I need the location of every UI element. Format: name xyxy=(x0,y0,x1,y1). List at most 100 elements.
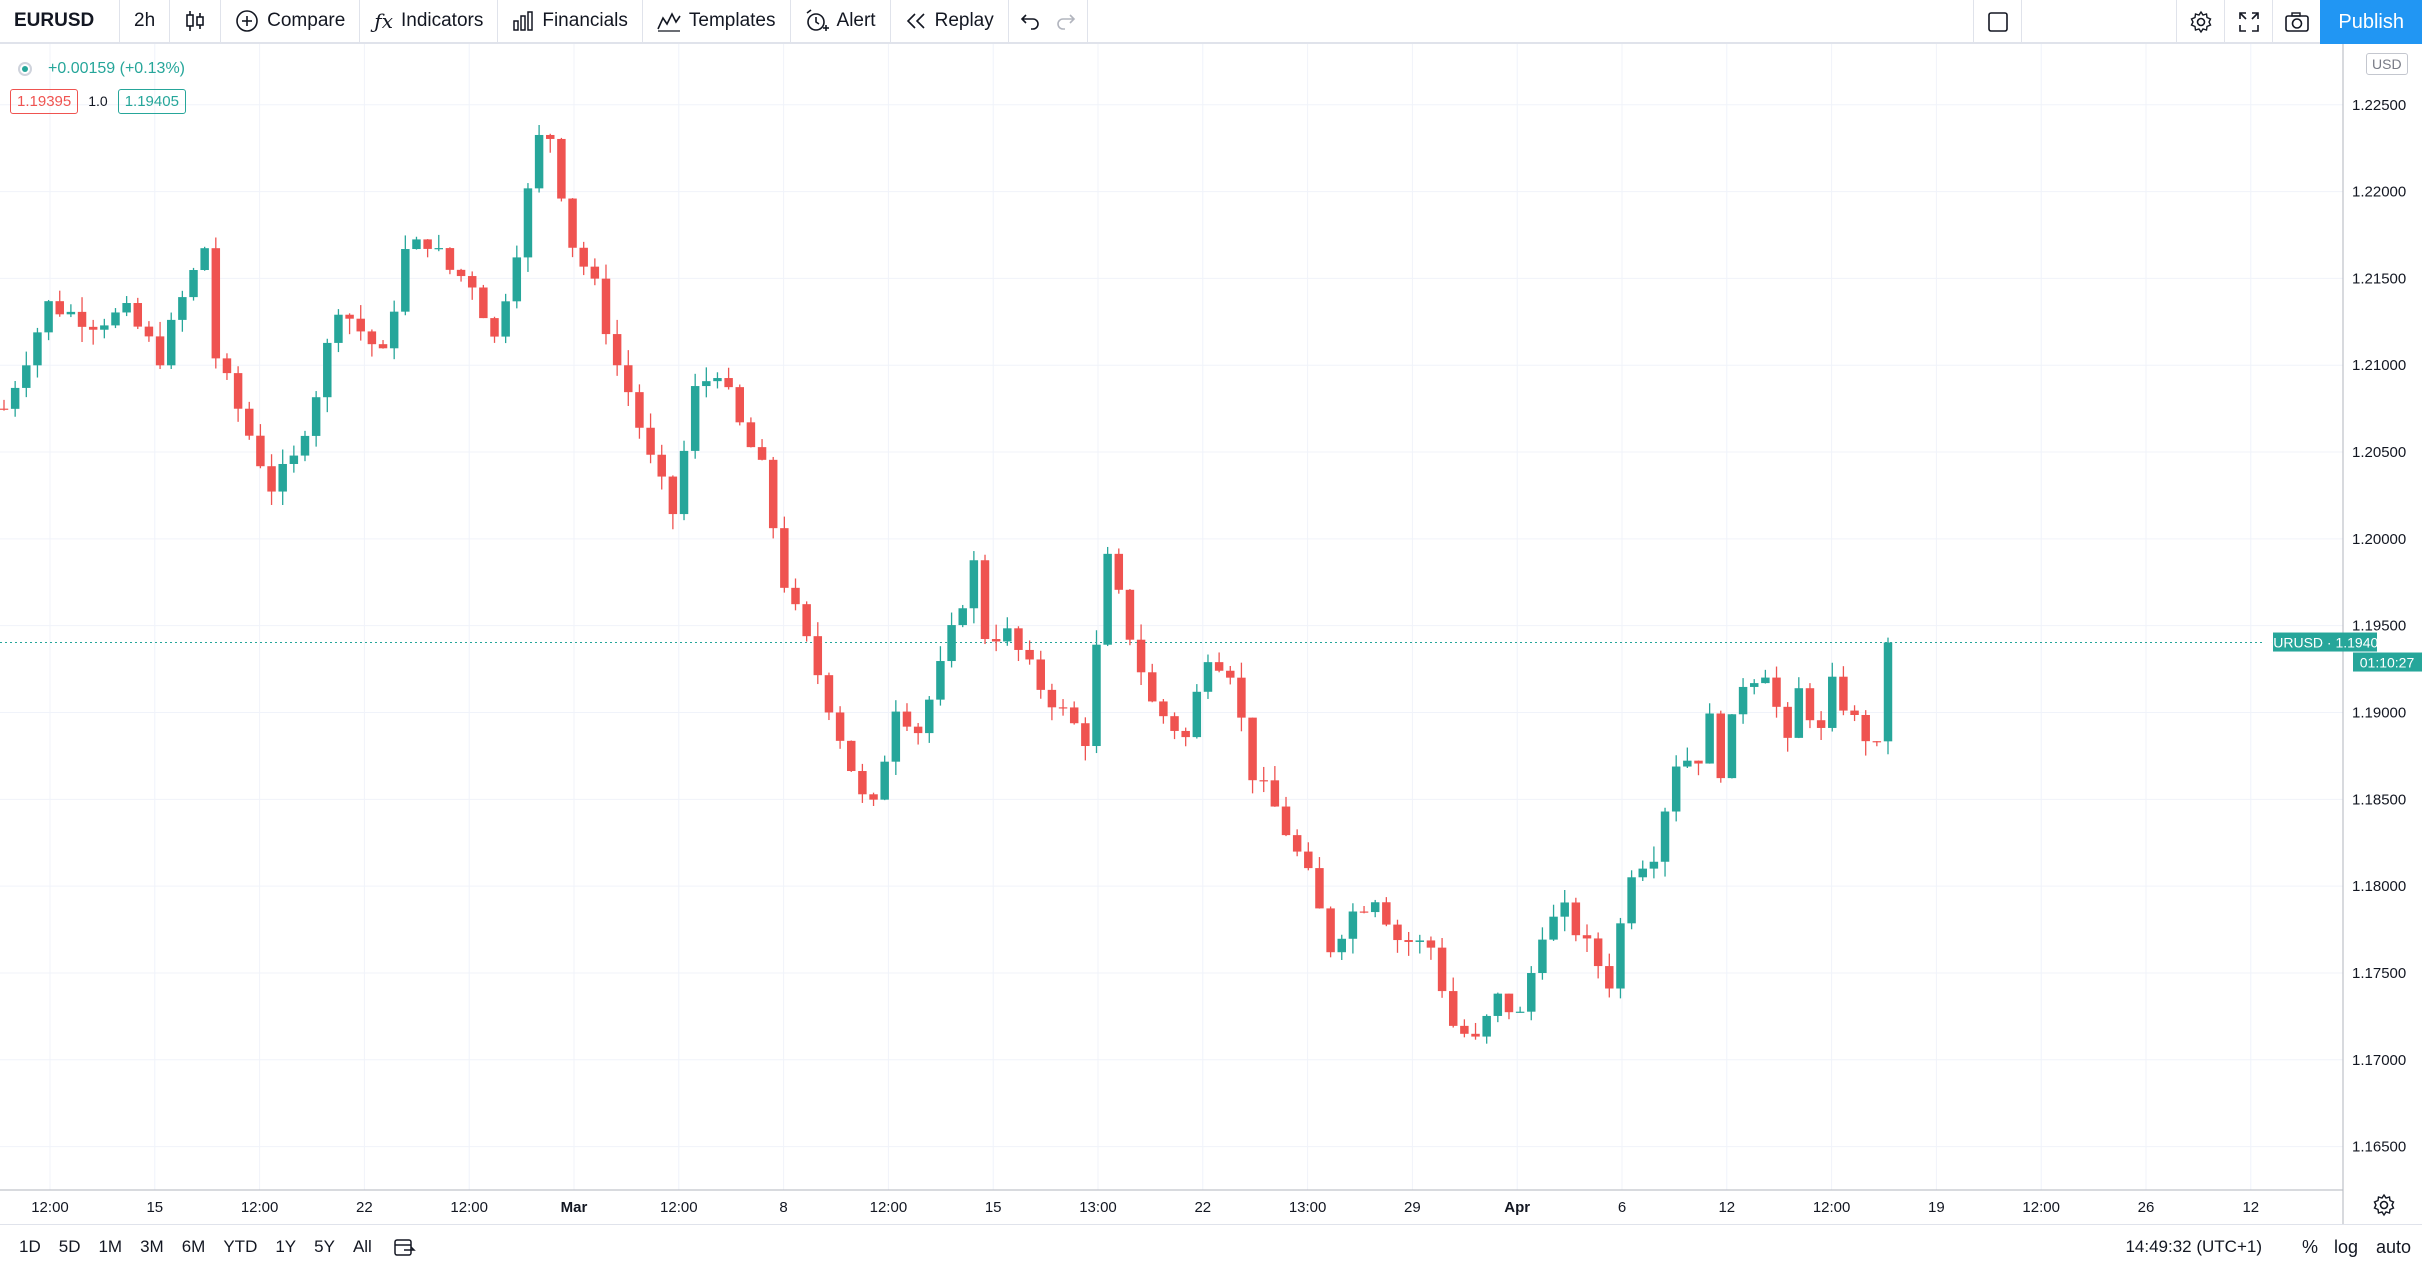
compare-button[interactable]: Compare xyxy=(221,0,361,43)
time-tick: 22 xyxy=(356,1199,373,1216)
candle-body xyxy=(802,604,811,637)
candle-body xyxy=(434,248,444,250)
chart-type-button[interactable] xyxy=(170,0,222,43)
last-price-tag: EURUSD · 1.19403 01:10:27 xyxy=(2264,632,2422,672)
alert-button[interactable]: Alert xyxy=(791,0,891,43)
candle-body xyxy=(1738,686,1748,715)
time-tick: 15 xyxy=(146,1199,163,1216)
candle-body xyxy=(401,249,410,312)
candle-body xyxy=(1649,861,1659,869)
range-button[interactable]: 6M xyxy=(181,1236,206,1256)
financials-button[interactable]: Financials xyxy=(498,0,643,43)
candle-body xyxy=(389,311,399,349)
candle-body xyxy=(534,134,544,189)
candle-body xyxy=(1437,947,1447,992)
candle-body xyxy=(1660,811,1670,862)
candle-body xyxy=(278,463,287,492)
candle-body xyxy=(44,301,53,333)
templates-button[interactable]: Templates xyxy=(643,0,791,43)
range-button[interactable]: YTD xyxy=(223,1236,258,1256)
redo-icon[interactable] xyxy=(1053,11,1077,31)
currency-badge[interactable]: USD xyxy=(2366,53,2408,75)
candle-body xyxy=(267,466,276,492)
candle-body xyxy=(1047,689,1057,708)
replay-label: Replay xyxy=(934,10,994,31)
range-button[interactable]: 1D xyxy=(19,1236,41,1256)
layout-button[interactable] xyxy=(1973,0,2021,44)
range-button[interactable]: 3M xyxy=(140,1236,164,1256)
candle-body xyxy=(1716,713,1726,779)
candle-body xyxy=(55,301,64,315)
time-axis-settings-icon[interactable] xyxy=(2372,1193,2396,1217)
candle-body xyxy=(423,239,432,249)
candle-body xyxy=(991,639,1001,642)
candle-body xyxy=(601,278,611,335)
candle-body xyxy=(122,303,131,313)
candle-body xyxy=(1014,628,1023,650)
publish-button[interactable]: Publish xyxy=(2320,0,2422,44)
candle-body xyxy=(1270,780,1280,807)
candle-body xyxy=(1504,993,1514,1013)
time-tick: 12:00 xyxy=(241,1199,279,1216)
candle-body xyxy=(1415,940,1425,942)
auto-toggle[interactable]: auto xyxy=(2376,1236,2412,1257)
status-dot-icon[interactable] xyxy=(18,62,32,76)
undo-icon[interactable] xyxy=(1019,11,1043,31)
candle-body xyxy=(1170,716,1179,731)
range-button[interactable]: 1M xyxy=(98,1236,123,1256)
candle-body xyxy=(557,138,566,199)
candle-body xyxy=(345,314,354,319)
buy-price-button[interactable]: 1.19405 xyxy=(117,88,186,114)
function-icon: ƒx xyxy=(374,9,393,33)
candle-body xyxy=(1605,966,1614,989)
candle-body xyxy=(256,435,265,467)
percent-toggle[interactable]: % xyxy=(2302,1236,2319,1257)
candle-body xyxy=(1203,662,1213,692)
indicators-button[interactable]: ƒx Indicators xyxy=(360,0,499,43)
candle-body xyxy=(1549,916,1558,940)
time-tick: 19 xyxy=(1928,1199,1945,1216)
range-button[interactable]: 5D xyxy=(58,1236,81,1256)
date-ranges: 1D 5D 1M 3M 6M YTD 1Y 5Y All xyxy=(0,1237,381,1257)
candle-body xyxy=(1348,911,1358,939)
candle-body xyxy=(512,257,522,302)
candle-body xyxy=(624,365,633,393)
replay-button[interactable]: Replay xyxy=(891,0,1009,43)
candle-body xyxy=(367,331,377,345)
range-button[interactable]: 1Y xyxy=(275,1236,297,1256)
price-tick: 1.20500 xyxy=(2352,444,2406,461)
sell-price-button[interactable]: 1.19395 xyxy=(10,88,79,114)
templates-icon xyxy=(657,12,681,32)
time-tick: 13:00 xyxy=(1289,1199,1327,1216)
candle-body xyxy=(969,560,979,609)
gear-icon xyxy=(2190,10,2212,34)
log-toggle[interactable]: log xyxy=(2334,1236,2359,1257)
candle-body xyxy=(1493,993,1503,1016)
candle-body xyxy=(1671,766,1681,812)
candle-body xyxy=(1839,676,1848,711)
range-button[interactable]: 5Y xyxy=(314,1236,335,1256)
candle-body xyxy=(1192,691,1202,738)
interval-button[interactable]: 2h xyxy=(120,0,171,43)
price-tick: 1.16500 xyxy=(2352,1139,2406,1156)
range-button[interactable]: All xyxy=(352,1236,372,1256)
candle-body xyxy=(166,319,176,366)
snapshot-button[interactable] xyxy=(2272,0,2320,44)
indicators-label: Indicators xyxy=(400,10,484,31)
candle-body xyxy=(1114,553,1124,590)
fullscreen-button[interactable] xyxy=(2224,0,2272,44)
goto-date-button[interactable] xyxy=(392,1225,416,1269)
candle-body xyxy=(144,326,154,337)
price-tick: 1.22500 xyxy=(2352,97,2406,114)
candle-body xyxy=(724,378,733,388)
candle-body xyxy=(88,326,98,330)
candle-body xyxy=(1761,677,1770,684)
candle-body xyxy=(936,661,945,700)
timezone-clock[interactable]: 14:49:32 (UTC+1) xyxy=(2125,1237,2262,1256)
candle-body xyxy=(1304,851,1313,869)
symbol-search[interactable]: EURUSD xyxy=(0,0,120,43)
candle-body xyxy=(546,134,555,139)
settings-button[interactable] xyxy=(2176,0,2224,44)
candle-body xyxy=(1627,877,1636,924)
